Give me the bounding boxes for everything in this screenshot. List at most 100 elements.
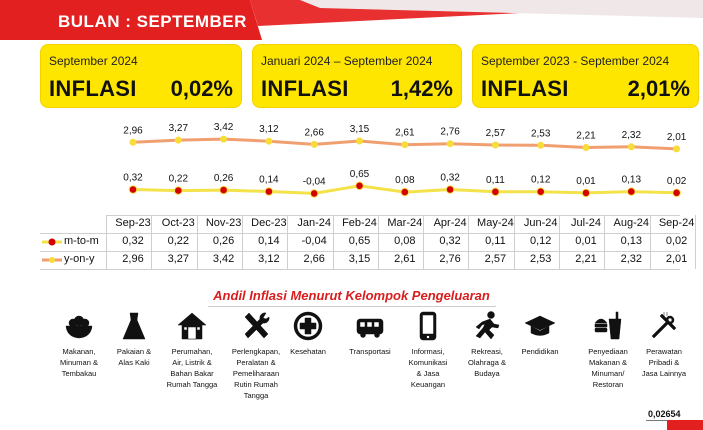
table-cell: 0,65 — [348, 235, 371, 247]
expenditure-category: Kesehatan — [276, 310, 340, 357]
mtom-point — [400, 187, 410, 197]
category-tick-label: Apr-24 — [433, 217, 467, 229]
category-label-line: Makanan & — [589, 358, 627, 367]
inflation-line-chart: 2,96 3,27 3,42 3,12 2,66 3,15 2,61 2,76 2,57 2,53… — [123, 122, 687, 198]
card-value: 2,01% — [627, 76, 690, 101]
table-rule — [40, 269, 680, 270]
mtom-point — [491, 187, 500, 197]
table-cell: 0,08 — [394, 235, 416, 247]
category-label-line: Alas Kaki — [118, 358, 150, 367]
table-rule — [40, 233, 680, 234]
mtom-point — [672, 188, 681, 198]
table-row: y-on-y 2,96 3,27 3,42 3,12 2,66 3,15 2,61 2,76 2,… — [40, 251, 687, 269]
corner-decoration — [667, 420, 703, 430]
mtom-point — [309, 189, 319, 198]
category-label-line: Rutin Rumah — [234, 380, 278, 389]
mtom-data-label: 0,65 — [350, 169, 370, 180]
table-cell: 0,32 — [122, 235, 144, 247]
dress-icon — [122, 312, 146, 340]
table-cell: 0,32 — [439, 235, 461, 247]
category-label-line: Pribadi & — [648, 358, 680, 367]
comb-scissors-icon — [651, 312, 677, 339]
yoy-point — [673, 145, 681, 153]
yoy-data-label: 2,61 — [395, 128, 415, 139]
legend-swatch — [42, 238, 62, 246]
tools-icon — [244, 312, 270, 339]
mtom-data-label: 0,32 — [123, 173, 143, 184]
table-cell: 2,96 — [122, 253, 144, 265]
mtom-data-label: 0,02 — [667, 176, 687, 187]
category-label-line: Perumahan, — [171, 347, 213, 356]
mtom-point — [128, 185, 138, 194]
category-label: Perlengkapan, Peralatan & Pemeliharaan Ruti… — [224, 346, 288, 401]
mtom-point — [355, 181, 364, 191]
mtom-point — [627, 187, 636, 196]
mtom-series: 0,32 0,22 0,26 0,14 -0,04 0,65 0,08 0,32 0,11 0,1… — [123, 169, 687, 198]
table-cell: 2,57 — [484, 253, 507, 265]
mtom-point — [264, 187, 274, 196]
yoy-data-label: 2,32 — [622, 130, 642, 141]
category-label: Kesehatan — [276, 346, 340, 357]
inflation-card-ytd: Januari 2024 – September 2024 INFLASI 1,… — [252, 44, 462, 108]
category-label-line: & Jasa — [416, 369, 440, 378]
yoy-data-label: 2,66 — [304, 127, 324, 138]
expenditure-category: Makanan, Minuman & Tembakau — [47, 310, 111, 379]
category-label-line: Perawatan — [646, 347, 682, 356]
category-label-line: Kesehatan — [290, 347, 326, 356]
mtom-point — [219, 185, 228, 195]
title-underline — [208, 306, 496, 307]
category-label-line: Pakaian & — [116, 347, 152, 356]
yoy-data-label: 3,12 — [259, 124, 279, 135]
category-label-line: Keuangan — [410, 380, 446, 389]
category-label-line: Budaya — [474, 369, 500, 378]
legend-swatch — [42, 257, 62, 263]
category-label-line: Komunikasi — [408, 358, 448, 367]
mtom-data-label: 0,26 — [214, 173, 234, 184]
table-cell: 0,12 — [529, 235, 552, 247]
category-label-line: Perlengkapan, — [231, 347, 281, 356]
expenditure-category: Transportasi — [338, 310, 402, 357]
table-divider — [287, 215, 289, 269]
category-tick-label: May-24 — [477, 217, 514, 229]
table-cell: 0,02 — [665, 235, 688, 247]
expenditure-category: Perawatan Pribadi & Jasa Lainnya — [632, 310, 696, 379]
category-tick-label: Jun-24 — [523, 217, 558, 229]
table-cell: 3,15 — [348, 253, 371, 265]
inflation-card-monthly: September 2024 INFLASI 0,02% — [40, 44, 242, 108]
yoy-point — [129, 138, 137, 146]
card-period: Januari 2024 – September 2024 — [261, 54, 433, 68]
category-tick-label: Jan-24 — [297, 217, 331, 229]
bus-icon — [356, 318, 384, 338]
food-bowl-icon — [65, 315, 93, 339]
yoy-point — [220, 135, 228, 143]
andil-value: 0,02654 — [648, 409, 681, 419]
table-divider — [423, 215, 425, 269]
yoy-data-label: 2,76 — [440, 127, 460, 138]
table-cell: 0,01 — [575, 235, 597, 247]
category-label-line: Bahan Bakar — [170, 369, 214, 378]
graduation-cap-icon — [524, 315, 556, 336]
inflation-card-yoy: September 2023 - September 2024 INFLASI … — [472, 44, 699, 108]
table-divider — [604, 215, 606, 269]
legend-label: m-to-m — [64, 235, 99, 247]
mtom-data-label: 0,11 — [486, 175, 505, 186]
category-label-line: Informasi, — [411, 347, 445, 356]
category-label: Perumahan, Air, Listrik & Bahan Bakar Rumah… — [160, 346, 224, 390]
yoy-point — [627, 143, 635, 151]
mtom-data-label: 0,14 — [259, 175, 279, 186]
table-cell: 2,32 — [620, 253, 642, 265]
category-label-line: Olahraga & — [468, 358, 506, 367]
category-label: Informasi, Komunikasi & Jasa Keuangan — [396, 346, 460, 390]
yoy-data-label: 2,53 — [531, 128, 551, 139]
category-label-line: Pendidikan — [521, 347, 559, 356]
category-label-line: Restoran — [592, 380, 624, 389]
table-cell: 3,12 — [258, 253, 280, 265]
yoy-data-label: 2,96 — [123, 125, 143, 136]
card-period: September 2024 — [49, 54, 138, 68]
runner-icon — [475, 311, 500, 340]
category-label-line: Tembakau — [61, 369, 97, 378]
yoy-point — [582, 144, 590, 151]
mtom-data-label: -0,04 — [303, 176, 326, 187]
category-label-line: Makanan, — [62, 347, 96, 356]
mtom-data-label: 0,08 — [395, 175, 415, 186]
